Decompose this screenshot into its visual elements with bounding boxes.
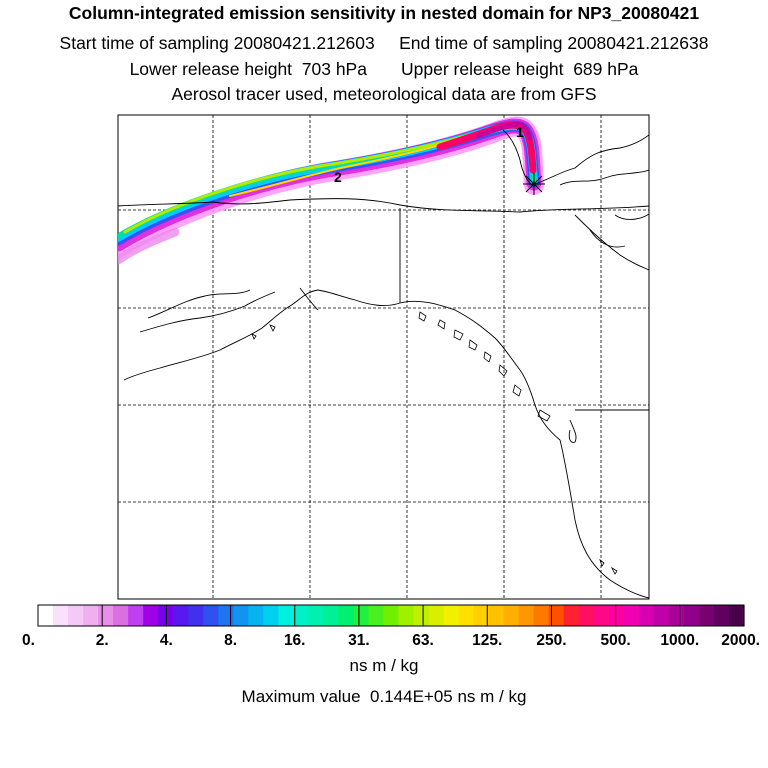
colorbar-cell bbox=[398, 605, 415, 626]
colorbar-cell bbox=[143, 605, 159, 626]
colorbar-cell bbox=[443, 605, 460, 626]
colorbar-cell bbox=[428, 605, 445, 626]
colorbar-cell bbox=[53, 605, 69, 626]
colorbar-cell bbox=[263, 605, 279, 626]
colorbar-cell bbox=[488, 605, 505, 626]
colorbar-tick-label: 1000. bbox=[660, 632, 699, 649]
marker-2: 2 bbox=[334, 169, 342, 185]
coastlines bbox=[118, 129, 649, 599]
colorbar-cell bbox=[188, 605, 204, 626]
asterisk-icon bbox=[523, 173, 545, 195]
end-time: End time of sampling 20080421.212638 bbox=[399, 33, 709, 53]
maximum-value: Maximum value 0.144E+05 ns m / kg bbox=[241, 687, 527, 706]
colorbar-cell bbox=[683, 605, 700, 626]
colorbar-cell bbox=[113, 605, 129, 626]
colorbar-cell bbox=[533, 605, 550, 626]
colorbar-cell bbox=[233, 605, 249, 626]
release-height-line: Lower release height 703 hPa Upper relea… bbox=[0, 59, 768, 79]
start-time: Start time of sampling 20080421.212603 bbox=[59, 33, 375, 53]
colorbar-cell bbox=[83, 605, 99, 626]
colorbar-cell bbox=[38, 605, 54, 626]
colorbar-cell bbox=[323, 605, 340, 626]
islands bbox=[251, 311, 618, 575]
colorbar-cell bbox=[203, 605, 219, 626]
colorbar-tick-label: 8. bbox=[224, 632, 237, 649]
colorbar-cell bbox=[548, 605, 565, 626]
colorbar-tick-label: 31. bbox=[348, 632, 370, 649]
colorbar-cell bbox=[308, 605, 324, 626]
colorbar-cell bbox=[368, 605, 385, 626]
colorbar-tick-label: 63. bbox=[412, 632, 434, 649]
colorbar-unit: ns m / kg bbox=[349, 656, 419, 675]
colorbar-tick-label: 0. bbox=[22, 632, 35, 649]
colorbar-tick-label: 4. bbox=[160, 632, 173, 649]
colorbar-ticks bbox=[101, 605, 681, 626]
colorbar-cell bbox=[248, 605, 264, 626]
upper-release-height: Upper release height 689 hPa bbox=[401, 59, 639, 79]
colorbar-cell bbox=[473, 605, 490, 626]
colorbar-tick-label: 2000. bbox=[721, 632, 760, 649]
plot-title: Column-integrated emission sensitivity i… bbox=[68, 3, 700, 23]
colorbar-cell bbox=[98, 605, 114, 626]
colorbar-cell bbox=[338, 605, 355, 626]
lower-release-height: Lower release height 703 hPa bbox=[129, 59, 367, 79]
colorbar-tick-label: 250. bbox=[536, 632, 566, 649]
colorbar-tick-label: 500. bbox=[601, 632, 631, 649]
colorbar-tick-label: 2. bbox=[96, 632, 109, 649]
colorbar-cell bbox=[173, 605, 189, 626]
colorbar-cell bbox=[698, 605, 715, 626]
colorbar-cell bbox=[128, 605, 144, 626]
colorbar-frame bbox=[37, 604, 745, 627]
colorbar-tick-label: 125. bbox=[472, 632, 502, 649]
colorbar-cell bbox=[728, 605, 745, 626]
marker-1: 1 bbox=[516, 124, 524, 140]
colorbar-tick-labels: 0. 2. 4. 8. 16. 31. 63. 125. 250. 500. 1000. 2000. bbox=[22, 632, 760, 649]
plume bbox=[118, 116, 544, 265]
colorbar-cell bbox=[653, 605, 670, 626]
colorbar-cell bbox=[713, 605, 730, 626]
colorbar-cells bbox=[38, 605, 745, 626]
colorbar-cell bbox=[383, 605, 400, 626]
colorbar-cell bbox=[563, 605, 580, 626]
colorbar-cell bbox=[218, 605, 234, 626]
tracer-info-line: Aerosol tracer used, meteorological data… bbox=[171, 84, 597, 104]
colorbar-cell bbox=[353, 605, 370, 626]
colorbar-cell bbox=[518, 605, 535, 626]
colorbar-cell bbox=[68, 605, 84, 626]
colorbar-cell bbox=[593, 605, 610, 626]
colorbar-cell bbox=[668, 605, 685, 626]
colorbar-cell bbox=[638, 605, 655, 626]
colorbar-cell bbox=[458, 605, 475, 626]
colorbar-cell bbox=[608, 605, 625, 626]
colorbar-tick-label: 16. bbox=[284, 632, 306, 649]
colorbar-cell bbox=[578, 605, 595, 626]
colorbar-cell bbox=[503, 605, 520, 626]
colorbar-cell bbox=[623, 605, 640, 626]
colorbar-cell bbox=[413, 605, 430, 626]
colorbar-cell bbox=[293, 605, 309, 626]
colorbar-cell bbox=[278, 605, 294, 626]
sampling-time-line: Start time of sampling 20080421.212603 E… bbox=[0, 33, 768, 53]
